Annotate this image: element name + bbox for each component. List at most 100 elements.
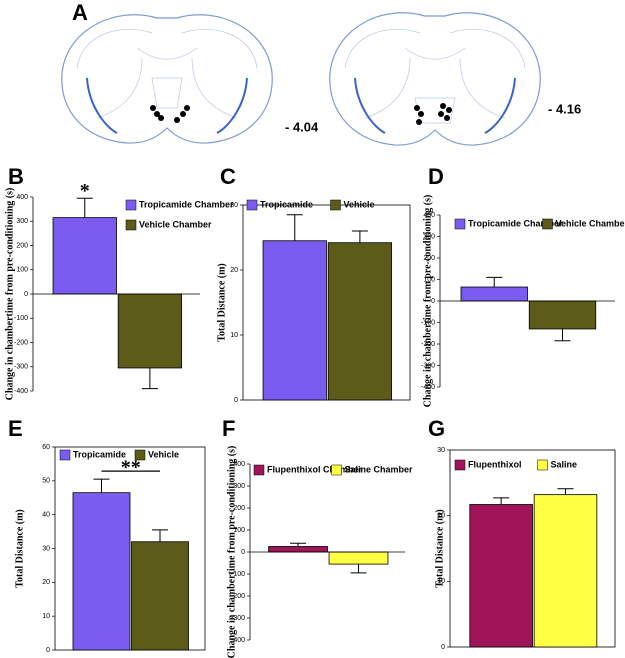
section-label: - 4.16 [548, 101, 581, 116]
y-tick-label: -300 [14, 364, 28, 371]
legend-label: Flupenthixol Chamber [267, 464, 363, 474]
y-tick-label: 40 [42, 512, 50, 519]
y-tick-label: 300 [16, 218, 28, 225]
panel-label: E [8, 416, 23, 441]
bar [469, 504, 533, 648]
legend-swatch [542, 218, 553, 230]
y-tick-label: -100 [231, 571, 245, 578]
legend-swatch [537, 459, 548, 471]
y-tick-label: -200 [421, 341, 435, 348]
y-axis-label: Change in chambertime from pre-condition… [4, 188, 15, 401]
y-tick-label: -100 [421, 319, 435, 326]
y-axis-label: Change in chambertime from pre-condition… [422, 195, 433, 408]
bar [52, 217, 117, 295]
legend-swatch [134, 449, 146, 461]
legend-label: Tropicamide Chamber [139, 199, 234, 209]
y-axis-label: Total Distance (m) [14, 509, 25, 588]
brain-section [329, 12, 541, 146]
y-tick-label: 100 [423, 276, 435, 283]
legend-label: Tropicamide [260, 199, 313, 209]
y-tick-label: 20 [230, 267, 238, 274]
y-tick-label: 30 [42, 545, 50, 552]
y-tick-label: 100 [233, 527, 245, 534]
chart-panel: D Change in chambertime from pre-conditio… [421, 164, 625, 408]
y-tick-label: 30 [437, 447, 445, 454]
legend-label: Saline Chamber [345, 464, 414, 474]
panel-label: B [8, 164, 24, 189]
bar [528, 300, 597, 330]
legend-swatch [246, 199, 258, 211]
y-tick-label: 0 [241, 549, 245, 556]
y-tick-label: 0 [46, 647, 50, 654]
legend-swatch [454, 459, 466, 471]
legend-label: Flupenthixol [468, 459, 522, 469]
y-tick-label: -200 [14, 339, 28, 346]
chart-panel: F Change in chambertime from pre-conditio… [222, 416, 413, 658]
panel-label: A [72, 0, 88, 25]
y-tick-label: 0 [234, 397, 238, 404]
bar [262, 240, 327, 401]
significance: ** [121, 457, 141, 479]
panel-label: C [220, 164, 236, 189]
legend-label: Vehicle Chamber [139, 219, 212, 229]
y-axis-label: Change in chambertime from pre-condition… [226, 446, 237, 658]
y-tick-label: 0 [24, 291, 28, 298]
y-tick-label: 20 [42, 579, 50, 586]
y-tick-label: -100 [14, 315, 28, 322]
y-tick-label: -300 [421, 362, 435, 369]
legend-swatch [330, 199, 341, 211]
legend-swatch [454, 218, 466, 230]
y-tick-label: 0 [431, 298, 435, 305]
panel-label: D [428, 164, 444, 189]
y-tick-label: 200 [16, 242, 28, 249]
panel-label: F [222, 416, 235, 441]
legend-label: Saline [551, 459, 578, 469]
y-tick-label: -400 [231, 637, 245, 644]
chart-panel: C Total Distance (m) 0 10 20 30 Tropicamide Veh… [216, 164, 411, 404]
panel-a: A - 4.04 - 4.16 [61, 0, 581, 146]
chart-panel: G Total Distance (m) 0 10 20 30 Flupenthixol Sa… [428, 416, 616, 651]
legend-label: Tropicamide [73, 449, 126, 459]
panel-label: G [428, 416, 445, 441]
y-axis-label: Total Distance (m) [434, 509, 445, 588]
y-tick-label: 0 [441, 644, 445, 651]
y-tick-label: 400 [233, 461, 245, 468]
chart-panel: E Total Distance (m) 0 10 20 30 40 50 60 Tropicam… [8, 416, 206, 654]
legend-swatch [253, 464, 265, 476]
legend-swatch [59, 449, 71, 461]
y-tick-label: -400 [421, 384, 435, 391]
legend-label: Vehicle [148, 449, 179, 459]
legend-swatch [125, 199, 137, 211]
y-tick-label: 200 [233, 505, 245, 512]
bar [533, 494, 598, 648]
y-tick-label: -300 [231, 615, 245, 622]
legend-swatch [331, 464, 342, 476]
y-tick-label: 400 [423, 212, 435, 219]
y-tick-label: 30 [230, 202, 238, 209]
y-tick-label: -200 [231, 593, 245, 600]
section-label: - 4.04 [285, 119, 319, 134]
bar [268, 546, 328, 553]
y-tick-label: 50 [42, 478, 50, 485]
legend-label: Vehicle Chamber [556, 218, 625, 228]
y-tick-label: 100 [16, 267, 28, 274]
y-tick-label: 200 [423, 255, 435, 262]
legend-label: Tropicamide Chamber [468, 218, 563, 228]
bar [328, 551, 389, 565]
legend-label: Vehicle [344, 199, 375, 209]
y-tick-label: 300 [423, 233, 435, 240]
bar [327, 242, 393, 401]
y-axis-label: Total Distance (m) [216, 263, 227, 342]
y-tick-label: 400 [16, 194, 28, 201]
y-tick-label: 60 [42, 444, 50, 451]
bar [460, 286, 528, 302]
y-tick-label: -400 [14, 388, 28, 395]
significance: * [80, 180, 90, 202]
brain-section [61, 14, 273, 144]
bar [131, 541, 189, 651]
y-tick-label: 10 [230, 332, 238, 339]
y-tick-label: 300 [233, 483, 245, 490]
